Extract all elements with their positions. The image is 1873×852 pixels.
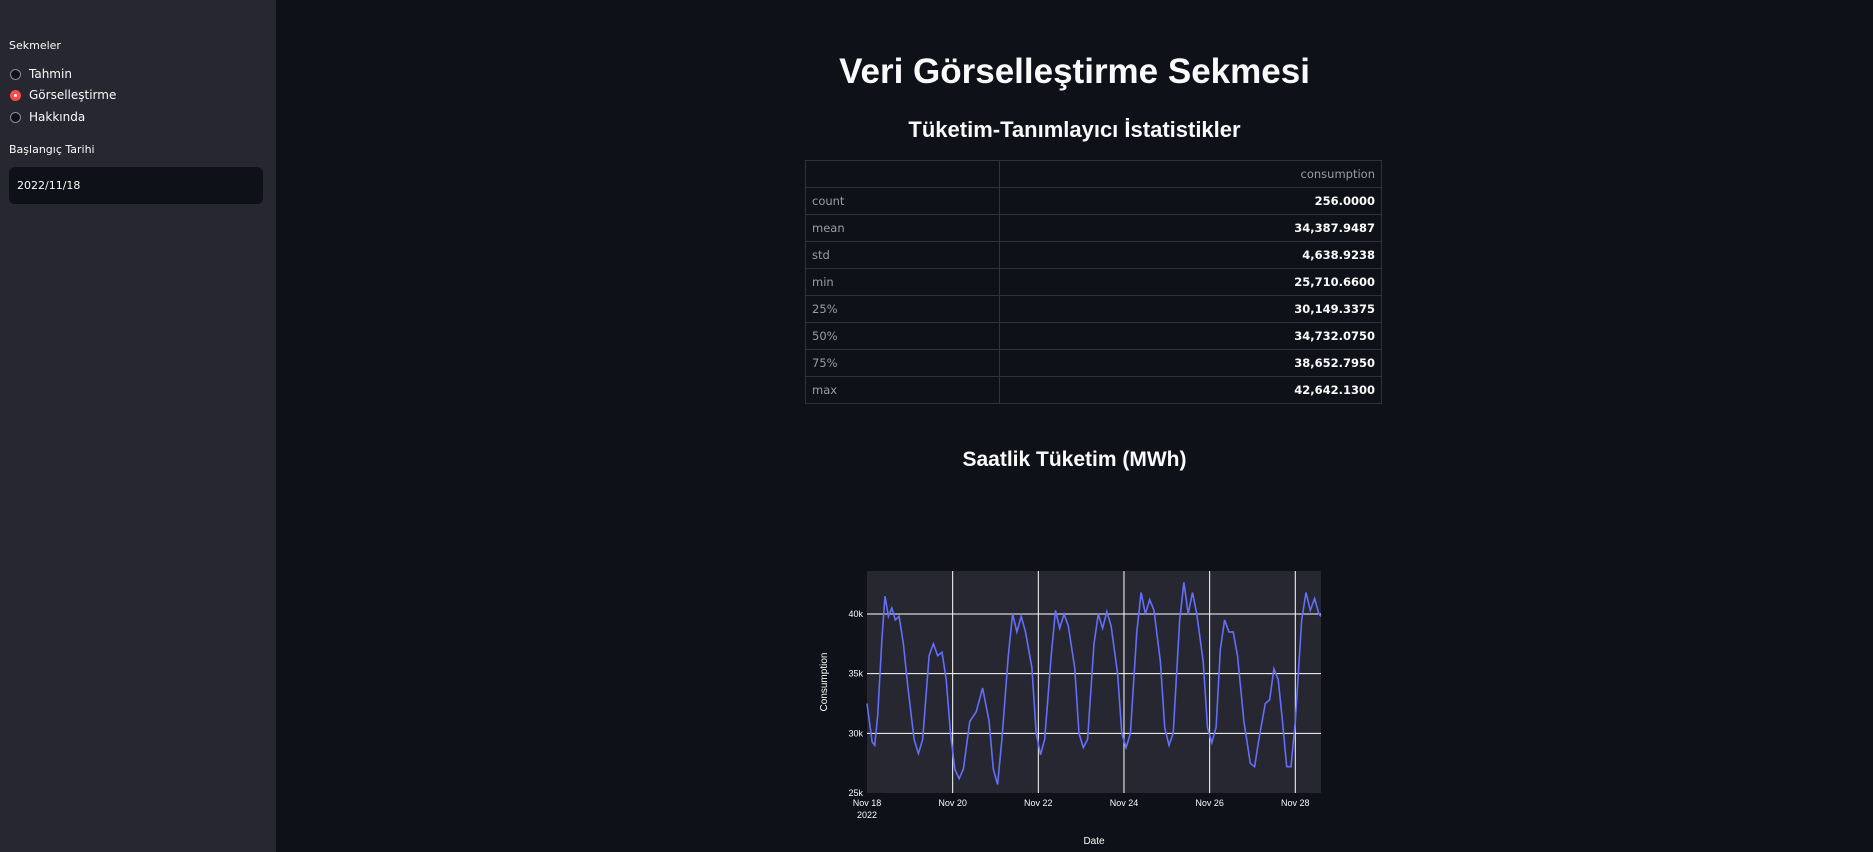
stats-table: consumption count 256.0000 mean 34,387.948… [805, 160, 1382, 404]
chart-title: Saatlik Tüketim (MWh) [962, 448, 1187, 471]
x-tick-label: Nov 18 [853, 798, 882, 808]
radio-label: Görselleştirme [29, 88, 117, 102]
radio-option-gorsellestirme[interactable]: Görselleştirme [10, 86, 116, 104]
main-content: Veri Görselleştirme Sekmesi Tüketim-Tanı… [276, 0, 1873, 852]
plot-area[interactable] [867, 571, 1321, 793]
row-value: 42,642.1300 [999, 376, 1382, 404]
consumption-chart[interactable]: 25k 30k 35k 40k Nov 18 Nov 20 Nov 22 Nov 24 Nov … [276, 0, 1873, 852]
y-tick-label: 35k [848, 669, 863, 679]
row-label: 75% [805, 349, 1000, 377]
row-value: 4,638.9238 [999, 241, 1382, 269]
table-row: std 4,638.9238 [805, 241, 1382, 269]
y-tick-label: 40k [848, 609, 863, 619]
table-row: max 42,642.1300 [805, 376, 1382, 404]
sidebar-section-label: Sekmeler [9, 39, 61, 52]
axis-ticks: 25k 30k 35k 40k Nov 18 Nov 20 Nov 22 Nov 24 Nov … [848, 609, 1309, 820]
radio-circle-selected-icon[interactable] [10, 89, 21, 101]
radio-label: Tahmin [29, 67, 72, 81]
x-tick-label: Nov 26 [1195, 798, 1224, 808]
row-value: 38,652.7950 [999, 349, 1382, 377]
page-title: Veri Görselleştirme Sekmesi [839, 52, 1310, 91]
x-tick-label: Nov 20 [938, 798, 967, 808]
row-value: 34,387.9487 [999, 214, 1382, 242]
row-label: count [805, 187, 1000, 215]
consumption-line [866, 582, 1322, 785]
table-row: mean 34,387.9487 [805, 214, 1382, 242]
radio-option-hakkinda[interactable]: Hakkında [10, 108, 85, 126]
sidebar: Sekmeler Tahmin Görselleştirme Hakkında … [0, 0, 276, 852]
date-label: Başlangıç Tarihi [9, 143, 95, 156]
radio-option-tahmin[interactable]: Tahmin [10, 65, 72, 83]
x-tick-label: Nov 24 [1110, 798, 1139, 808]
row-label: max [805, 376, 1000, 404]
x-tick-label: Nov 22 [1024, 798, 1053, 808]
index-header [805, 160, 1000, 188]
table-row: min 25,710.6600 [805, 268, 1382, 296]
x-tick-label: Nov 28 [1281, 798, 1310, 808]
grid-lines [867, 571, 1321, 793]
row-label: min [805, 268, 1000, 296]
table-row: 75% 38,652.7950 [805, 349, 1382, 377]
y-tick-label: 30k [848, 728, 863, 738]
radio-circle-icon[interactable] [10, 68, 21, 80]
x-axis-label: Date [1083, 836, 1105, 847]
y-tick-label: 25k [848, 788, 863, 798]
start-date-input[interactable]: 2022/11/18 [9, 167, 263, 204]
radio-label: Hakkında [29, 110, 86, 124]
y-axis-label: Consumption [819, 653, 830, 712]
row-label: 25% [805, 295, 1000, 323]
stats-title: Tüketim-Tanımlayıcı İstatistikler [908, 117, 1241, 142]
x-tick-year-label: 2022 [857, 810, 877, 820]
radio-circle-icon[interactable] [10, 111, 21, 123]
